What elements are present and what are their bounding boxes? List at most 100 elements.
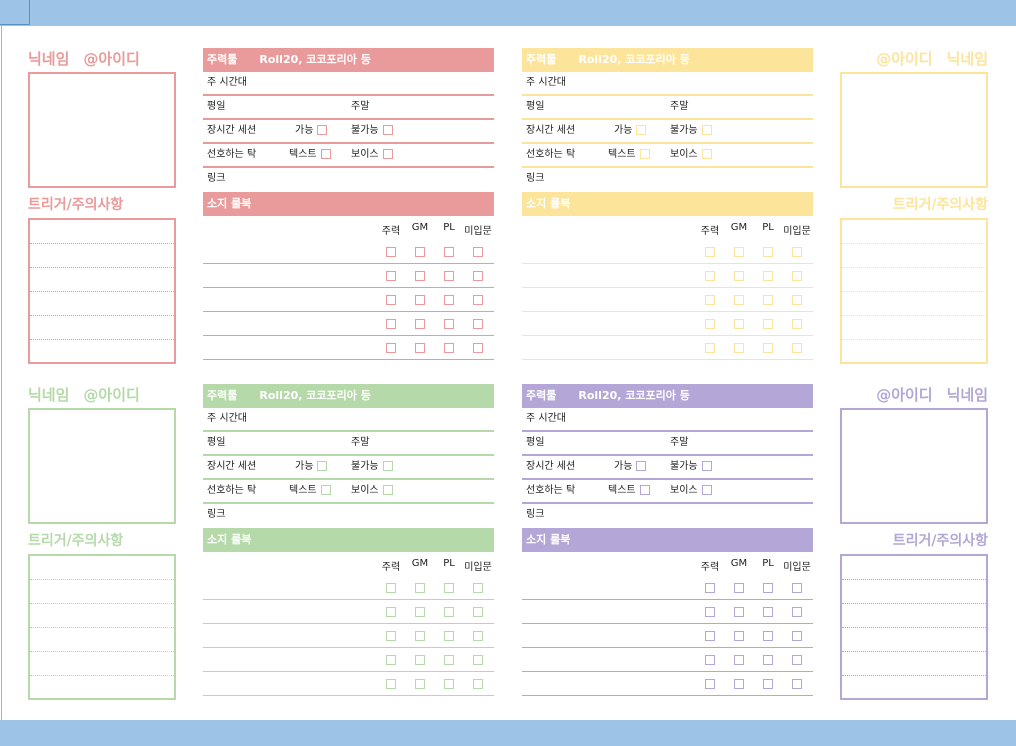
- checkbox[interactable]: [320, 149, 331, 159]
- weekday-row[interactable]: 평일 주말: [522, 96, 813, 120]
- profile-side-green: 닉네임 @아이디 트리거/주의사항: [28, 384, 176, 700]
- checkbox[interactable]: [636, 125, 647, 135]
- checkbox[interactable]: [317, 461, 328, 471]
- time-row[interactable]: 주 시간대: [522, 72, 813, 96]
- rulebook-row[interactable]: [522, 240, 813, 264]
- rulebook-columns: 주력 GM PL 미입문: [381, 558, 492, 573]
- rulebook-row[interactable]: [522, 288, 813, 312]
- checkbox[interactable]: [636, 461, 647, 471]
- profile-image-box[interactable]: [840, 72, 988, 188]
- rulebook-columns: 주력 GM PL 미입문: [381, 222, 492, 237]
- profile-image-box[interactable]: [28, 72, 176, 188]
- time-row[interactable]: 주 시간대: [203, 72, 494, 96]
- rulebook-row[interactable]: [203, 240, 494, 264]
- trigger-label: 트리거/주의사항: [892, 197, 988, 213]
- rulebook-columns: 주력 GM PL 미입문: [700, 222, 811, 237]
- rulebook-row[interactable]: [522, 264, 813, 288]
- weekday-row[interactable]: 평일 주말: [203, 96, 494, 120]
- link-row[interactable]: 링크: [207, 173, 226, 184]
- time-row[interactable]: 주 시간대: [203, 408, 494, 432]
- info-panel-red: 주력툴 Roll20, 코코포리아 등 주 시간대 평일 주말 장시간 세션 가능 불가…: [203, 48, 494, 360]
- trigger-list[interactable]: [28, 218, 176, 364]
- rulebook-row[interactable]: [522, 600, 813, 624]
- checkbox[interactable]: [382, 485, 393, 495]
- profile-header: 닉네임 @아이디: [28, 386, 140, 404]
- rulebook-row[interactable]: [522, 624, 813, 648]
- rulebook-row[interactable]: [522, 312, 813, 336]
- rulebook-row[interactable]: [203, 576, 494, 600]
- trigger-list[interactable]: [840, 554, 988, 700]
- profile-side-purple: @아이디 닉네임 트리거/주의사항: [840, 384, 988, 700]
- owned-rulebook-bar: 소지 룰북: [203, 192, 494, 216]
- trigger-label: 트리거/주의사항: [892, 533, 988, 549]
- long-session-row: 장시간 세션 가능 불가능: [522, 456, 813, 480]
- checkbox[interactable]: [701, 461, 712, 471]
- bottom-toolbar: [0, 720, 1016, 746]
- profile-side-yellow: @아이디 닉네임 트리거/주의사항: [840, 48, 988, 364]
- checkbox[interactable]: [639, 485, 650, 495]
- link-row[interactable]: 링크: [207, 509, 226, 520]
- profile-header: @아이디 닉네임: [876, 386, 988, 404]
- trigger-label: 트리거/주의사항: [28, 197, 124, 213]
- owned-rulebook-bar: 소지 룰북: [203, 528, 494, 552]
- top-toolbar: [0, 0, 1016, 26]
- owned-rulebook-bar: 소지 룰북: [522, 528, 813, 552]
- link-row[interactable]: 링크: [526, 173, 545, 184]
- cell-selector[interactable]: [0, 0, 30, 25]
- info-panel-green: 주력툴 Roll20, 코코포리아 등 주 시간대 평일 주말 장시간 세션 가능 불가…: [203, 384, 494, 696]
- checkbox[interactable]: [382, 149, 393, 159]
- page-edge: [1, 26, 2, 720]
- long-session-row: 장시간 세션 가능 불가능: [522, 120, 813, 144]
- rulebook-row[interactable]: [203, 288, 494, 312]
- checkbox[interactable]: [382, 125, 393, 135]
- rulebook-row[interactable]: [203, 264, 494, 288]
- checkbox[interactable]: [701, 485, 712, 495]
- main-tool-bar: 주력툴 Roll20, 코코포리아 등: [522, 48, 813, 72]
- checkbox[interactable]: [639, 149, 650, 159]
- time-row[interactable]: 주 시간대: [522, 408, 813, 432]
- info-panel-yellow: 주력툴 Roll20, 코코포리아 등 주 시간대 평일 주말 장시간 세션 가능 불가…: [522, 48, 813, 360]
- rulebook-row[interactable]: [203, 624, 494, 648]
- rulebook-row[interactable]: [203, 600, 494, 624]
- tool-value: Roll20, 코코포리아 등: [259, 53, 371, 66]
- main-tool-bar: 주력툴 Roll20, 코코포리아 등: [522, 384, 813, 408]
- rulebook-row[interactable]: [522, 648, 813, 672]
- rulebook-row[interactable]: [203, 336, 494, 360]
- owned-rulebook-bar: 소지 룰북: [522, 192, 813, 216]
- trigger-label: 트리거/주의사항: [28, 533, 124, 549]
- main-tool-bar: 주력툴 Roll20, 코코포리아 등: [203, 48, 494, 72]
- pref-row: 선호하는 탁 텍스트 보이스: [203, 480, 494, 504]
- rulebook-row[interactable]: [203, 672, 494, 696]
- rulebook-row[interactable]: [522, 576, 813, 600]
- long-session-row: 장시간 세션 가능 불가능: [203, 120, 494, 144]
- rulebook-columns: 주력 GM PL 미입문: [700, 558, 811, 573]
- checkbox[interactable]: [320, 485, 331, 495]
- checkbox[interactable]: [701, 125, 712, 135]
- profile-image-box[interactable]: [840, 408, 988, 524]
- checkbox[interactable]: [382, 461, 393, 471]
- weekday-row[interactable]: 평일 주말: [203, 432, 494, 456]
- long-session-row: 장시간 세션 가능 불가능: [203, 456, 494, 480]
- weekday-row[interactable]: 평일 주말: [522, 432, 813, 456]
- profile-header: @아이디 닉네임: [876, 50, 988, 68]
- rulebook-row[interactable]: [203, 312, 494, 336]
- main-tool-bar: 주력툴 Roll20, 코코포리아 등: [203, 384, 494, 408]
- rulebook-row[interactable]: [522, 672, 813, 696]
- pref-row: 선호하는 탁 텍스트 보이스: [522, 144, 813, 168]
- checkbox[interactable]: [317, 125, 328, 135]
- link-row[interactable]: 링크: [526, 509, 545, 520]
- pref-row: 선호하는 탁 텍스트 보이스: [203, 144, 494, 168]
- trigger-list[interactable]: [840, 218, 988, 364]
- rulebook-row[interactable]: [203, 648, 494, 672]
- id-label: @아이디: [83, 50, 140, 68]
- nickname-label: 닉네임: [28, 50, 70, 68]
- profile-header: 닉네임 @아이디: [28, 48, 176, 70]
- profile-side-red: 닉네임 @아이디 트리거/주의사항: [28, 48, 176, 364]
- main-tool-label: 주력툴: [207, 53, 238, 66]
- profile-image-box[interactable]: [28, 408, 176, 524]
- rulebook-row[interactable]: [522, 336, 813, 360]
- trigger-list[interactable]: [28, 554, 176, 700]
- checkbox[interactable]: [701, 149, 712, 159]
- info-panel-purple: 주력툴 Roll20, 코코포리아 등 주 시간대 평일 주말 장시간 세션 가능 불가…: [522, 384, 813, 696]
- pref-row: 선호하는 탁 텍스트 보이스: [522, 480, 813, 504]
